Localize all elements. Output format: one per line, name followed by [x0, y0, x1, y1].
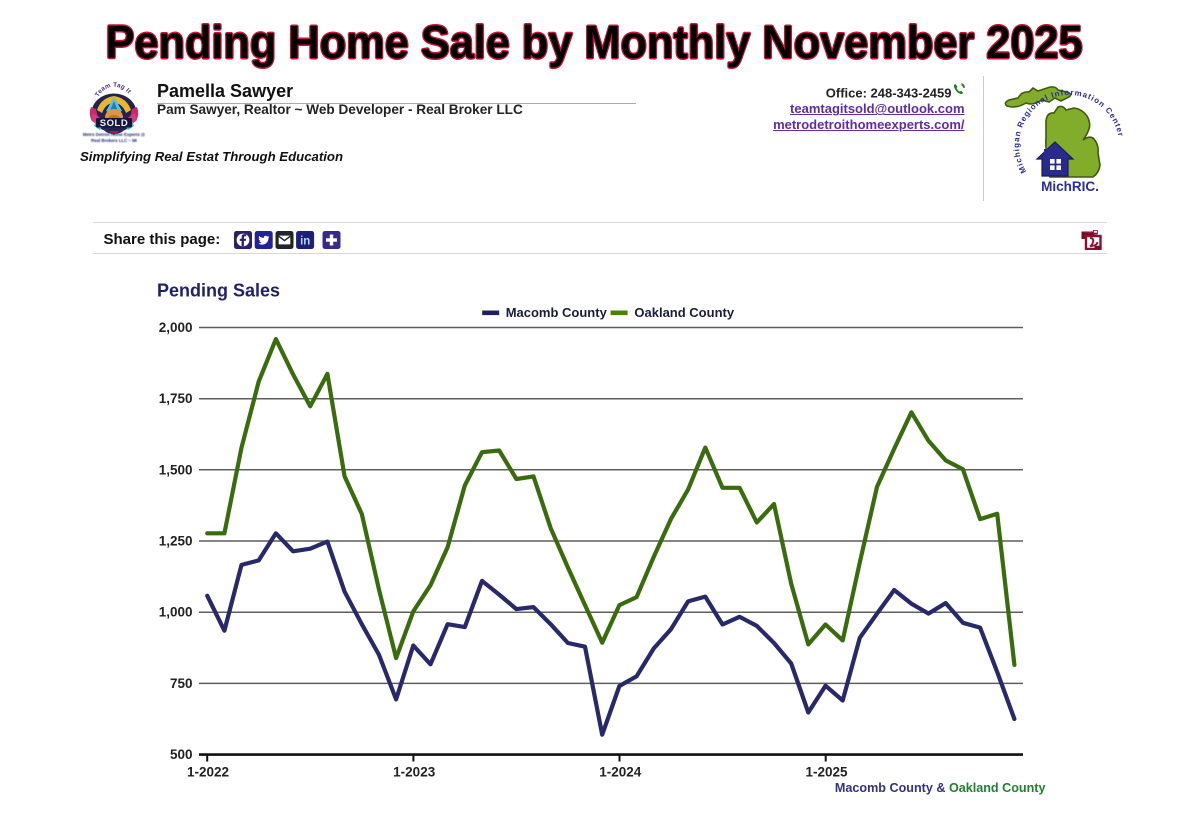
svg-text:1,000: 1,000 — [159, 605, 193, 620]
svg-text:1,250: 1,250 — [159, 534, 193, 549]
svg-text:1-2022: 1-2022 — [187, 765, 229, 780]
svg-text:Macomb County & Oakland County: Macomb County & Oakland County — [835, 781, 1046, 795]
svg-text:750: 750 — [170, 676, 193, 691]
svg-text:2,000: 2,000 — [159, 320, 193, 335]
svg-text:MichRIC.: MichRIC. — [1041, 179, 1099, 194]
svg-text:1-2025: 1-2025 — [805, 765, 848, 780]
svg-text:Pending Sales: Pending Sales — [157, 281, 280, 301]
svg-text:1-2024: 1-2024 — [599, 765, 642, 780]
svg-text:1-2023: 1-2023 — [393, 765, 436, 780]
svg-text:1,750: 1,750 — [159, 391, 193, 406]
svg-text:Macomb County: Macomb County — [506, 305, 608, 320]
svg-text:500: 500 — [170, 747, 193, 762]
svg-text:Oakland County: Oakland County — [634, 305, 734, 320]
svg-text:in: in — [300, 235, 310, 247]
svg-text:SOLD: SOLD — [100, 118, 128, 129]
svg-text:1,500: 1,500 — [159, 462, 193, 477]
